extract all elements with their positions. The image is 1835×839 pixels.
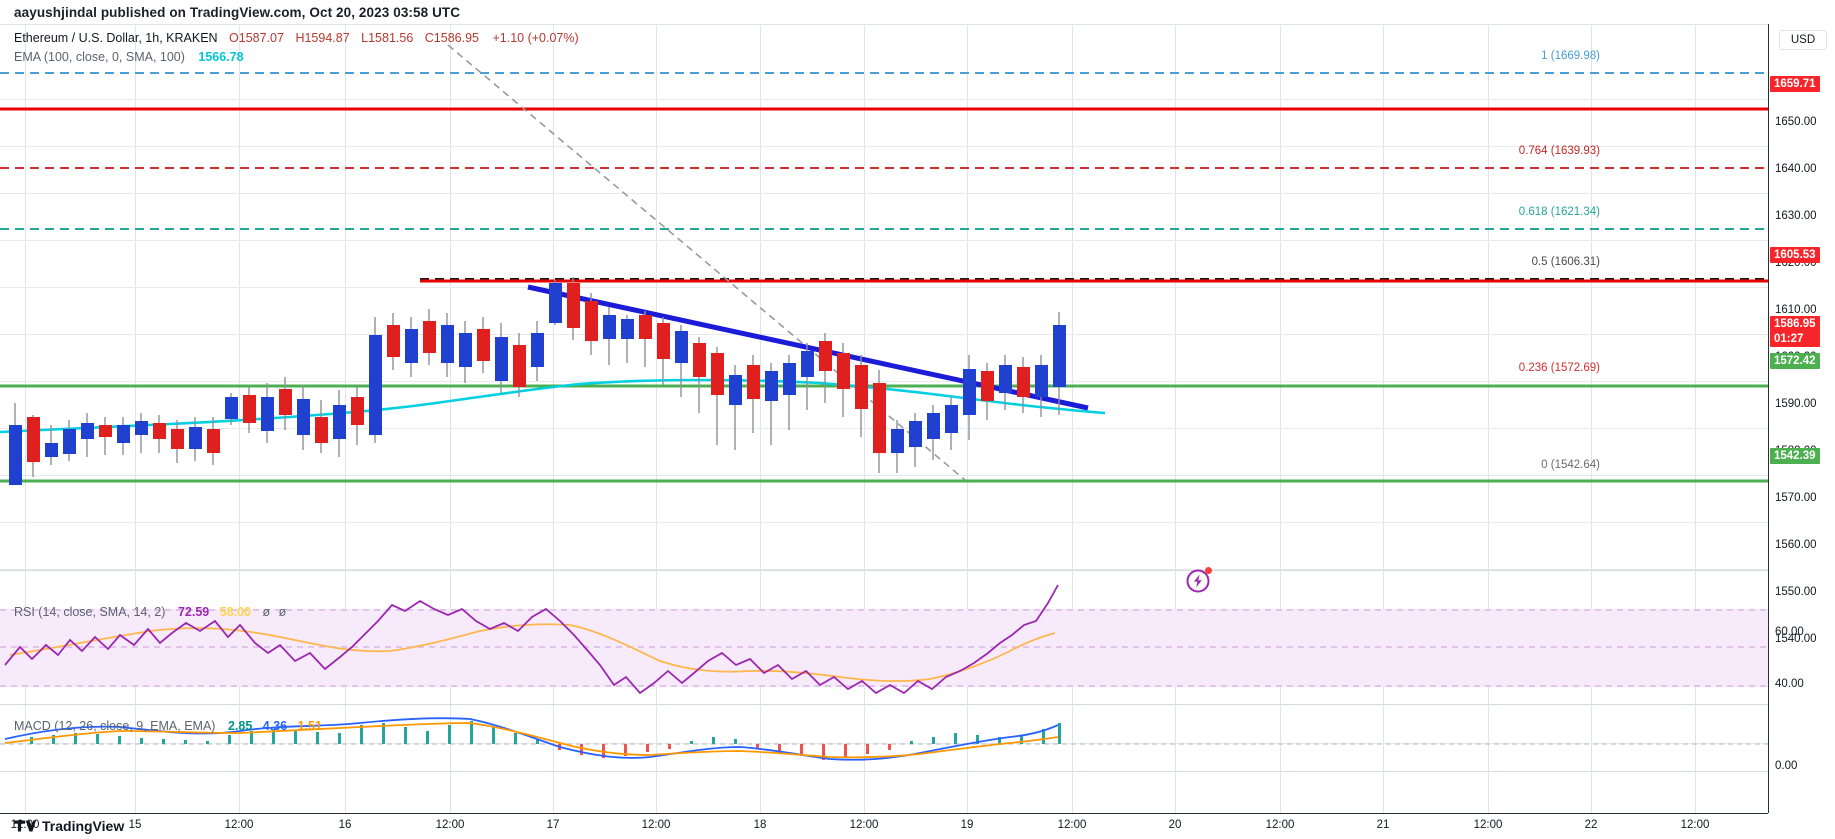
time-label-2: 12:00 <box>224 819 254 831</box>
pane-separators <box>0 570 1768 772</box>
fib-label-0764: 0.764 (1639.93) <box>1518 145 1600 157</box>
time-label-15: 22 <box>1584 819 1598 831</box>
macd-signal-value: 1.51 <box>297 719 322 733</box>
price-badge-last: 1586.95 01:27 <box>1770 316 1820 347</box>
price-tick-1590: 1590.00 <box>1775 398 1817 410</box>
rsi-legend: RSI (14, close, SMA, 14, 2) 72.59 58.00 … <box>14 605 286 619</box>
time-label-11: 20 <box>1168 819 1182 831</box>
rsi-signal-value: 58.00 <box>219 605 251 619</box>
symbol-legend: Ethereum / U.S. Dollar, 1h, KRAKEN O1587… <box>14 31 579 45</box>
price-tick-1560: 1560.00 <box>1775 539 1817 551</box>
price-badge-1572: 1572.42 <box>1770 353 1820 369</box>
ohlc-open: O1587.07 <box>229 31 284 45</box>
price-tick-1540: 1540.00 <box>1775 633 1817 645</box>
currency-chip[interactable]: USD <box>1779 30 1827 50</box>
time-label-9: 19 <box>960 819 974 831</box>
time-label-4: 12:00 <box>435 819 465 831</box>
rsi-null-1: ø <box>262 605 271 619</box>
fib-label-1: 1 (1669.98) <box>1541 50 1600 62</box>
time-label-5: 17 <box>546 819 560 831</box>
diagonal-dashed-line <box>447 44 966 481</box>
ohlc-high: H1594.87 <box>295 31 350 45</box>
rsi-tick-60: 60.00 <box>1775 626 1804 638</box>
rsi-null-2: ø <box>278 605 287 619</box>
tradingview-branding[interactable]: TradingView <box>14 813 124 839</box>
ohlc-close: C1586.95 <box>424 31 479 45</box>
tradingview-brand-text: TradingView <box>42 818 125 834</box>
time-label-10: 12:00 <box>1057 819 1087 831</box>
time-label-6: 12:00 <box>641 819 671 831</box>
lightning-bolt-marker[interactable] <box>1185 567 1212 594</box>
ema-legend-value: 1566.78 <box>198 50 244 64</box>
time-label-12: 12:00 <box>1265 819 1295 831</box>
ohlc-low: L1581.56 <box>361 31 414 45</box>
ema-legend: EMA (100, close, 0, SMA, 100) 1566.78 <box>14 50 244 64</box>
ema-legend-title: EMA (100, close, 0, SMA, 100) <box>14 50 185 64</box>
time-label-16: 12:00 <box>1680 819 1710 831</box>
price-badge-countdown: 01:27 <box>1774 333 1804 345</box>
marker-alert-dot <box>1205 567 1212 574</box>
price-tick-1550: 1550.00 <box>1775 586 1817 598</box>
macd-legend: MACD (12, 26, close, 9, EMA, EMA) 2.85 4… <box>14 719 322 733</box>
macd-line <box>4 717 1059 761</box>
time-label-3: 16 <box>338 819 352 831</box>
time-label-1: 15 <box>128 819 142 831</box>
macd-histogram <box>30 721 1061 760</box>
macd-line-value: 4.36 <box>262 719 288 733</box>
macd-signal-line <box>4 722 1059 759</box>
rsi-legend-value: 72.59 <box>177 605 210 619</box>
tradingview-logo-icon <box>14 819 36 833</box>
price-badge-last-price: 1586.95 <box>1774 318 1816 330</box>
price-badge-1659: 1659.71 <box>1770 76 1820 92</box>
attribution-text: aayushjindal published on TradingView.co… <box>14 5 461 20</box>
rsi-overbought-oversold-band <box>0 609 1768 687</box>
symbol-legend-title: Ethereum / U.S. Dollar, 1h, KRAKEN <box>14 31 218 45</box>
time-label-13: 21 <box>1376 819 1390 831</box>
macd-tick-0: 0.00 <box>1775 760 1798 772</box>
price-badge-1542: 1542.39 <box>1770 448 1820 464</box>
macd-legend-title: MACD (12, 26, close, 9, EMA, EMA) <box>14 719 216 733</box>
price-tick-1650: 1650.00 <box>1775 116 1817 128</box>
price-axis[interactable]: USD 1650.00 1640.00 1630.00 1620.00 1610… <box>1768 24 1835 813</box>
time-label-7: 18 <box>753 819 767 831</box>
ohlc-change: +1.10 (+0.07%) <box>492 31 579 45</box>
fib-label-0618: 0.618 (1621.34) <box>1518 206 1600 218</box>
time-label-14: 12:00 <box>1473 819 1503 831</box>
price-tick-1610: 1610.00 <box>1775 304 1817 316</box>
chart-canvas <box>0 25 1768 814</box>
fib-label-0: 0 (1542.64) <box>1541 459 1600 471</box>
rsi-tick-40: 40.00 <box>1775 678 1804 690</box>
time-label-8: 12:00 <box>849 819 879 831</box>
candlestick-series <box>9 277 1066 485</box>
price-tick-1640: 1640.00 <box>1775 163 1817 175</box>
rsi-line <box>4 584 1059 695</box>
price-tick-1630: 1630.00 <box>1775 210 1817 222</box>
chart-frame: 1 (1669.98) 0.764 (1639.93) 0.618 (1621.… <box>0 24 1835 814</box>
fib-label-0236: 0.236 (1572.69) <box>1518 362 1600 374</box>
time-axis[interactable]: 12:00 15 12:00 16 12:00 17 12:00 18 12:0… <box>0 813 1768 839</box>
blue-trendline <box>527 284 1089 411</box>
fib-label-05: 0.5 (1606.31) <box>1531 256 1600 268</box>
price-tick-1570: 1570.00 <box>1775 492 1817 504</box>
rsi-legend-title: RSI (14, close, SMA, 14, 2) <box>14 605 166 619</box>
price-badge-1605: 1605.53 <box>1770 247 1820 263</box>
macd-hist-value: 2.85 <box>227 719 253 733</box>
